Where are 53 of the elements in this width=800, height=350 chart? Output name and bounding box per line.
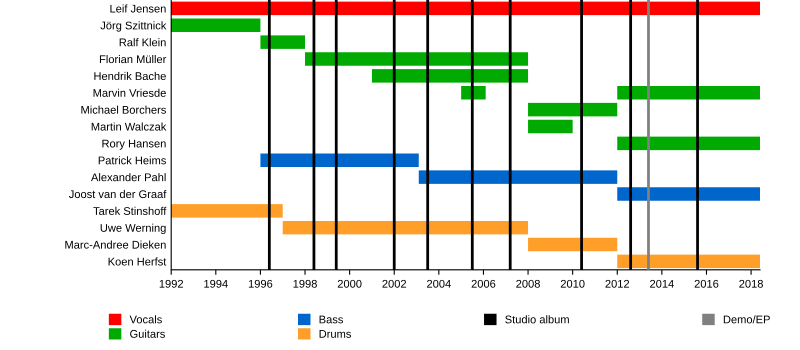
x-tick-label: 1994: [204, 280, 228, 288]
bar: [171, 204, 283, 218]
bar: [528, 120, 573, 134]
y-tick-label: Hendrik Bache: [94, 72, 166, 80]
bar: [617, 86, 760, 100]
legend-label: Vocals: [130, 315, 162, 324]
x-tick-label: 1998: [294, 280, 317, 288]
bar: [617, 254, 760, 268]
bar: [617, 136, 760, 150]
bar: [171, 18, 260, 32]
y-tick-label: Alexander Pahl: [91, 173, 166, 182]
y-tick-label: Jörg Szittnick: [100, 21, 166, 32]
x-tick-label: 2004: [427, 280, 451, 288]
y-tick-label: Florian Müller: [100, 55, 166, 64]
bar: [282, 220, 528, 234]
y-tick-label: Michael Borchers: [81, 106, 166, 114]
y-tick-label: Leif Jensen: [110, 4, 166, 13]
x-tick-label: 2012: [605, 280, 630, 288]
y-tick-label: Marvin Vriesde: [94, 88, 166, 97]
legend-label: Bass: [320, 316, 343, 324]
bar: [260, 35, 306, 49]
y-tick-label: Koen Herfst: [108, 257, 166, 266]
x-tick-label: 2014: [650, 280, 674, 288]
x-tick-label: 2010: [560, 280, 585, 288]
x-tick-label: 2002: [382, 280, 406, 288]
x-tick-label: 1996: [248, 280, 272, 288]
legend-label: Demo/EP: [724, 315, 770, 324]
x-tick-label: 2008: [516, 280, 540, 288]
bar: [305, 52, 528, 66]
y-tick-label: Ralf Klein: [120, 38, 166, 46]
x-tick-label: 2000: [338, 280, 362, 288]
y-tick-label: Uwe Werning: [100, 224, 166, 234]
y-tick-label: Rory Hansen: [102, 140, 166, 150]
y-tick-label: Martin Walczak: [92, 122, 166, 131]
bar: [418, 170, 618, 184]
y-tick-label: Marc-Andree Dieken: [65, 240, 166, 249]
y-tick-label: Patrick Heims: [98, 156, 166, 164]
y-tick-label: Tarek Stinshoff: [93, 206, 166, 215]
bar: [528, 238, 618, 252]
bar: [171, 2, 760, 16]
bar: [260, 153, 419, 167]
bar: [617, 187, 760, 201]
x-tick-label: 2006: [472, 280, 496, 288]
x-tick-label: 2016: [694, 280, 718, 288]
legend-label: Studio album: [505, 315, 569, 324]
y-tick-label: Joost van der Graaf: [68, 190, 166, 198]
x-tick-label: 2018: [739, 280, 763, 288]
x-tick-label: 1992: [160, 280, 183, 288]
bar: [528, 102, 618, 116]
bar: [461, 86, 486, 100]
legend-label: Drums: [320, 330, 351, 338]
legend-label: Guitars: [130, 330, 165, 338]
bar: [372, 69, 528, 83]
